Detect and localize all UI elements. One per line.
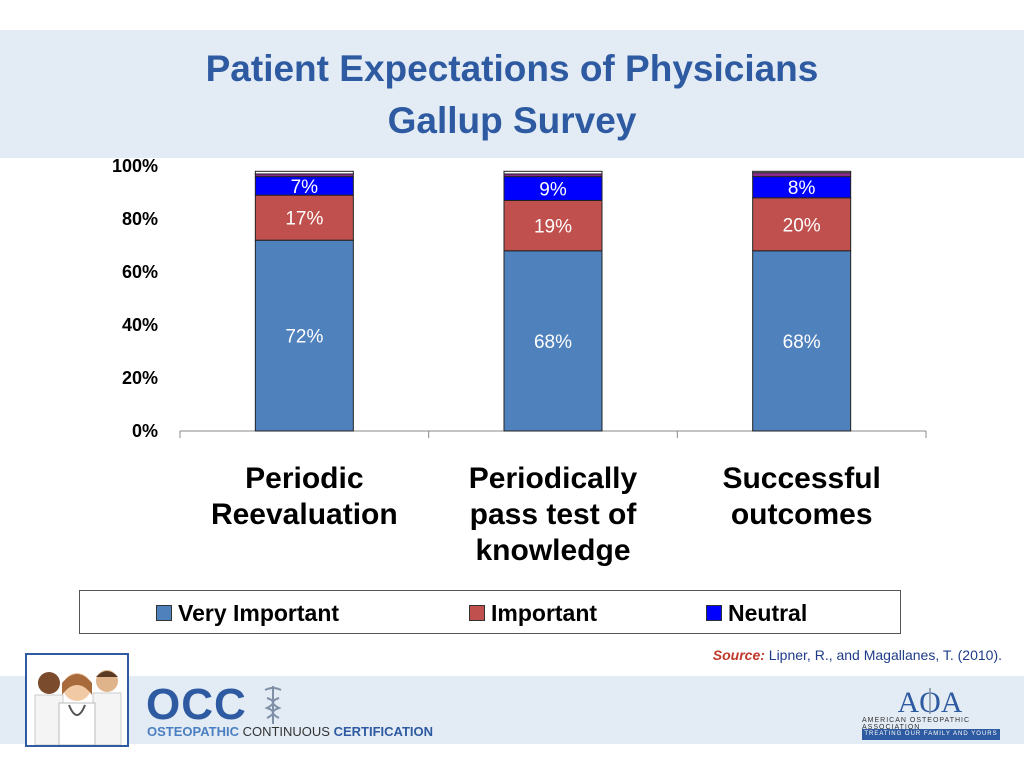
y-tick-label: 100% (112, 156, 158, 176)
y-tick-label: 40% (122, 315, 158, 335)
legend-item-very-important: Very Important (156, 600, 339, 626)
source-text: Lipner, R., and Magallanes, T. (2010). (768, 647, 1002, 663)
x-category-label: Reevaluation (211, 498, 398, 531)
data-label: 72% (285, 327, 323, 348)
legend-swatch-very-important (156, 605, 172, 621)
bar-segment (254, 194, 354, 241)
data-label: 20% (783, 215, 821, 236)
data-label: 9% (539, 180, 567, 201)
footer-band (0, 676, 1024, 744)
bar-segment (752, 170, 852, 174)
title-band (0, 30, 1024, 158)
y-tick-label: 20% (122, 368, 158, 388)
chart-legend: Very Important Important Neutral (79, 590, 901, 634)
legend-item-neutral: Neutral (706, 600, 807, 626)
bar-segment (503, 199, 603, 252)
footer-strip (0, 744, 1024, 768)
occ-word-certification: CERTIFICATION (333, 724, 434, 739)
data-label: 8% (788, 178, 816, 199)
data-label: 17% (285, 209, 323, 230)
x-category-label: Periodic (245, 462, 363, 495)
legend-label-important: Important (491, 599, 598, 626)
aoa-name: AMERICAN OSTEOPATHIC ASSOCIATION (862, 717, 971, 731)
data-label: 7% (291, 177, 319, 198)
legend-swatch-important (469, 605, 485, 621)
data-label: 68% (534, 332, 572, 353)
x-category-label: pass test of (470, 498, 638, 531)
slide-title-line1: Patient Expectations of Physicians (205, 48, 819, 89)
source-label: Source: (712, 647, 765, 663)
data-label: 68% (783, 332, 821, 353)
x-category-label: knowledge (475, 534, 630, 567)
aoa-tagline: TREATING OUR FAMILY AND YOURS (862, 729, 1000, 740)
bar-segment (752, 197, 852, 252)
bar-segment (752, 172, 852, 178)
occ-logo: OCC (146, 680, 247, 729)
occ-word-osteopathic: OSTEOPATHIC (147, 724, 239, 739)
x-category-label: outcomes (731, 498, 873, 531)
slide-title-line2: Gallup Survey (387, 100, 637, 141)
bar-segment (503, 170, 603, 175)
y-tick-label: 80% (122, 209, 158, 229)
stacked-bar-chart: 0% 20% 40% 60% 80% 100% 72% 17% 7% PeriodicReeval… (112, 156, 927, 567)
legend-label-very-important: Very Important (178, 599, 340, 626)
legend-label-neutral: Neutral (728, 599, 808, 626)
source-citation: Source: Lipner, R., and Magallanes, T. (… (713, 647, 1002, 663)
legend-swatch-neutral (706, 605, 722, 621)
occ-subtitle: OSTEOPATHIC CONTINUOUS CERTIFICATION (147, 724, 433, 739)
y-tick-label: 60% (122, 262, 158, 282)
bar-segment (254, 170, 354, 175)
data-label: 19% (534, 217, 572, 238)
bar-segment (503, 250, 603, 432)
aoa-logo: AOA (898, 686, 962, 718)
x-category-label: Periodically (469, 462, 638, 495)
bar-segment (752, 250, 852, 432)
bar-segment (254, 239, 354, 432)
y-tick-label: 0% (132, 421, 158, 441)
caduceus-icon (264, 686, 282, 724)
legend-item-important: Important (469, 600, 597, 626)
occ-word-continuous: CONTINUOUS (242, 724, 330, 739)
doctors-photo (25, 653, 129, 747)
x-category-label: Successful (722, 462, 880, 495)
